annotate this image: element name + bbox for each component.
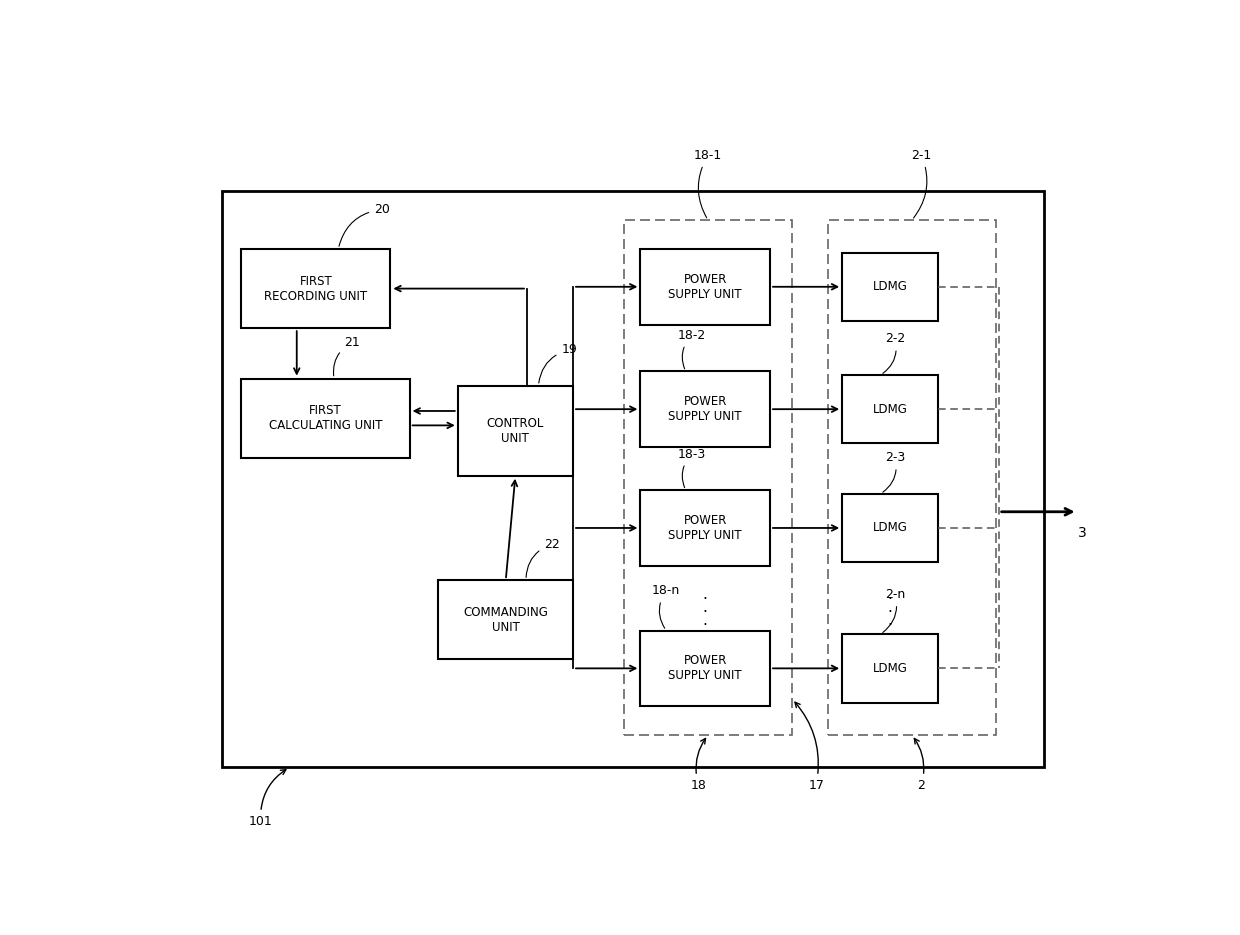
FancyBboxPatch shape <box>242 249 391 328</box>
Text: POWER
SUPPLY UNIT: POWER SUPPLY UNIT <box>668 273 742 301</box>
FancyBboxPatch shape <box>842 252 939 321</box>
Text: 2-1: 2-1 <box>911 149 931 218</box>
FancyBboxPatch shape <box>640 371 770 447</box>
Text: 101: 101 <box>249 770 286 827</box>
Text: POWER
SUPPLY UNIT: POWER SUPPLY UNIT <box>668 514 742 542</box>
Text: 18-2: 18-2 <box>678 329 707 368</box>
Text: 18: 18 <box>691 739 707 792</box>
Text: ·
·
·: · · · <box>888 593 893 633</box>
Text: LDMG: LDMG <box>873 280 908 294</box>
FancyBboxPatch shape <box>458 386 573 476</box>
Text: LDMG: LDMG <box>873 403 908 416</box>
FancyBboxPatch shape <box>439 580 573 659</box>
Text: 18-3: 18-3 <box>678 448 707 488</box>
Text: 21: 21 <box>334 336 360 376</box>
FancyBboxPatch shape <box>842 494 939 562</box>
FancyBboxPatch shape <box>640 490 770 566</box>
Text: 2-2: 2-2 <box>883 333 905 373</box>
Text: 19: 19 <box>538 343 577 383</box>
Text: 20: 20 <box>339 203 389 246</box>
Text: 2-n: 2-n <box>883 588 905 632</box>
FancyBboxPatch shape <box>640 249 770 324</box>
FancyBboxPatch shape <box>842 375 939 443</box>
Text: 18-1: 18-1 <box>694 149 722 218</box>
Text: 2-3: 2-3 <box>883 452 905 492</box>
Text: COMMANDING
UNIT: COMMANDING UNIT <box>464 606 548 634</box>
FancyBboxPatch shape <box>242 379 409 458</box>
Text: ·
·
·: · · · <box>702 593 707 633</box>
Text: FIRST
CALCULATING UNIT: FIRST CALCULATING UNIT <box>269 404 382 432</box>
FancyBboxPatch shape <box>640 630 770 706</box>
FancyBboxPatch shape <box>222 192 1044 768</box>
Text: FIRST
RECORDING UNIT: FIRST RECORDING UNIT <box>264 275 367 303</box>
Text: 18-n: 18-n <box>652 584 681 628</box>
FancyBboxPatch shape <box>842 634 939 702</box>
Text: LDMG: LDMG <box>873 662 908 675</box>
Text: CONTROL
UNIT: CONTROL UNIT <box>486 417 544 445</box>
Text: LDMG: LDMG <box>873 522 908 535</box>
Text: 17: 17 <box>795 702 825 792</box>
Text: 3: 3 <box>1078 526 1086 540</box>
Text: POWER
SUPPLY UNIT: POWER SUPPLY UNIT <box>668 396 742 424</box>
Text: POWER
SUPPLY UNIT: POWER SUPPLY UNIT <box>668 654 742 683</box>
Text: 2: 2 <box>914 739 925 792</box>
Text: 22: 22 <box>526 538 559 578</box>
